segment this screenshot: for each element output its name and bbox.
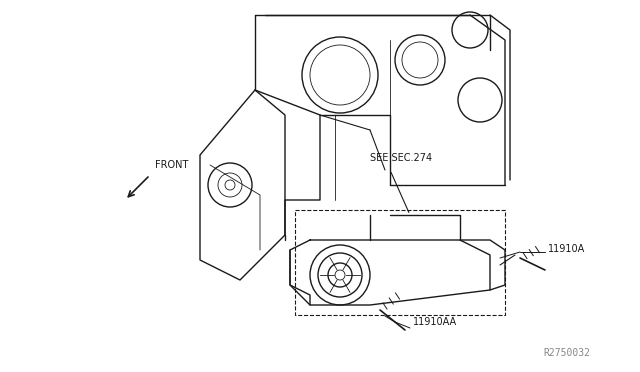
- Text: FRONT: FRONT: [155, 160, 188, 170]
- Text: SEE SEC.274: SEE SEC.274: [370, 153, 432, 163]
- Text: R2750032: R2750032: [543, 348, 590, 358]
- Text: 11910A: 11910A: [548, 244, 585, 254]
- Text: 11910AA: 11910AA: [413, 317, 457, 327]
